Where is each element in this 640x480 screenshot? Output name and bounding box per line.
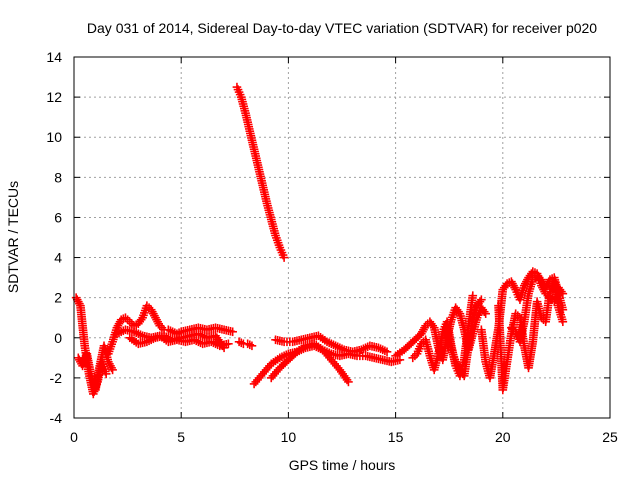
data-point bbox=[558, 317, 568, 327]
data-point bbox=[382, 347, 392, 357]
data-point bbox=[101, 369, 111, 379]
y-tick-label: -4 bbox=[50, 410, 63, 426]
x-tick-label: 15 bbox=[388, 429, 404, 445]
x-tick-labels: 0 5 10 15 20 25 bbox=[70, 429, 618, 445]
data-point bbox=[481, 309, 490, 319]
y-tick-labels: -4 -2 0 2 4 6 8 10 12 14 bbox=[46, 49, 62, 426]
y-tick-label: 0 bbox=[54, 330, 62, 346]
y-tick-label: -2 bbox=[50, 370, 63, 386]
y-tick-label: 6 bbox=[54, 209, 62, 225]
x-tick-label: 20 bbox=[495, 429, 511, 445]
y-axis-label: SDTVAR / TECUs bbox=[5, 181, 21, 293]
y-tick-label: 10 bbox=[46, 129, 62, 145]
y-tick-label: 4 bbox=[54, 250, 62, 266]
data-point bbox=[279, 253, 289, 262]
chart-title: Day 031 of 2014, Sidereal Day-to-day VTE… bbox=[87, 20, 597, 36]
data-point bbox=[228, 327, 237, 337]
plot-frame bbox=[73, 56, 611, 419]
x-tick-label: 5 bbox=[177, 429, 185, 445]
data-point bbox=[395, 355, 405, 365]
data-point bbox=[468, 291, 478, 300]
y-tick-label: 12 bbox=[46, 89, 62, 105]
data-points bbox=[71, 82, 568, 399]
y-tick-label: 2 bbox=[54, 290, 62, 306]
data-point bbox=[344, 377, 353, 387]
x-axis-label: GPS time / hours bbox=[289, 457, 396, 473]
data-point bbox=[219, 343, 229, 353]
x-tick-label: 10 bbox=[281, 429, 297, 445]
x-tick-label: 25 bbox=[602, 429, 618, 445]
data-point bbox=[224, 339, 233, 349]
data-point bbox=[108, 365, 117, 375]
y-tick-label: 14 bbox=[46, 49, 62, 65]
data-point bbox=[247, 341, 257, 351]
data-point bbox=[558, 305, 568, 315]
x-tick-label: 0 bbox=[70, 429, 78, 445]
y-tick-label: 8 bbox=[54, 169, 62, 185]
data-point bbox=[477, 295, 486, 304]
